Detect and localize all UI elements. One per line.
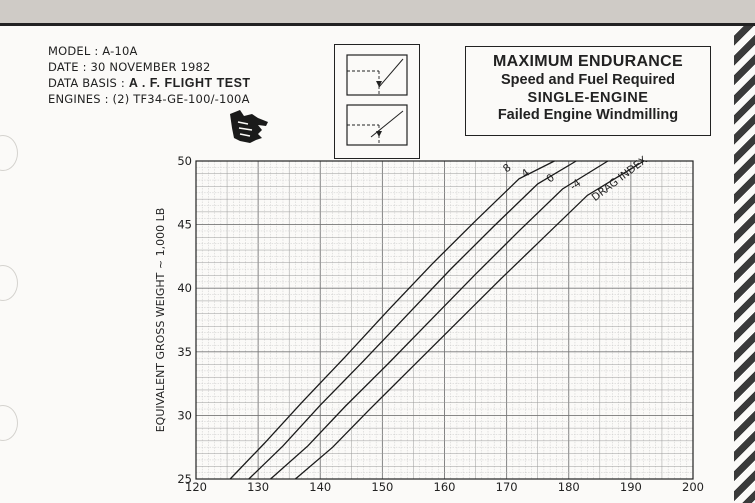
- y-tick-label: 50: [177, 154, 192, 168]
- x-tick-label: 160: [434, 480, 456, 494]
- x-tick-label: 130: [247, 480, 269, 494]
- x-tick-label: 180: [558, 480, 580, 494]
- y-tick-label: 35: [177, 345, 192, 359]
- pointing-hand-icon: [230, 110, 268, 143]
- chart-metadata: MODEL : A-10A DATE : 30 NOVEMBER 1982 DA…: [48, 43, 251, 107]
- y-tick-label: 40: [177, 281, 192, 295]
- chart-subtitle: Speed and Fuel Required: [500, 72, 676, 88]
- top-rule: [0, 23, 755, 26]
- y-tick-label: 45: [177, 218, 192, 232]
- chart-grid: [195, 160, 694, 480]
- axis-ticks: 120 130 140 150 160 170 180 190 200 25 30 35 40 45 50: [177, 154, 704, 494]
- date-text: DATE : 30 NOVEMBER 1982: [48, 60, 211, 74]
- chart-title-box: MAXIMUM ENDURANCE Speed and Fuel Require…: [465, 46, 711, 136]
- series-label: 8: [501, 162, 514, 176]
- chart-title: MAXIMUM ENDURANCE: [493, 53, 683, 70]
- endurance-chart: 120 130 140 150 160 170 180 190 200253035404550 …: [154, 154, 704, 494]
- x-tick-label: 170: [496, 480, 518, 494]
- y-tick-label: 25: [177, 472, 192, 486]
- x-tick-label: 120: [185, 480, 207, 494]
- binder-hole: [0, 135, 18, 171]
- data-basis-line: DATA BASIS : A . F. FLIGHT TEST: [48, 75, 251, 91]
- x-tick-label: 150: [371, 480, 393, 494]
- binder-hole: [0, 405, 18, 441]
- top-band: [0, 0, 755, 23]
- hazard-stripe: [734, 26, 755, 503]
- x-tick-label: 140: [309, 480, 331, 494]
- chart-guide-inset: [334, 44, 420, 159]
- plot-frame: [195, 160, 694, 480]
- chart-condition-detail: Failed Engine Windmilling: [497, 107, 679, 123]
- series-line: [229, 160, 555, 480]
- guide-diagram: [346, 54, 408, 146]
- series-label: -4: [568, 177, 584, 193]
- series-line: [248, 160, 577, 480]
- engines-text: ENGINES : (2) TF34-GE-100/-100A: [48, 92, 250, 106]
- y-axis-label: EQUIVALENT GROSS WEIGHT ~ 1,000 LB: [154, 208, 167, 433]
- drag-index-curves: 8 4 0 -4: [229, 160, 645, 480]
- binder-hole: [0, 265, 18, 301]
- x-tick-label: 190: [620, 480, 642, 494]
- data-basis-value: A . F. FLIGHT TEST: [128, 76, 251, 90]
- model-text: MODEL : A-10A: [48, 44, 138, 58]
- series-line: [270, 160, 609, 480]
- series-line: [294, 160, 645, 480]
- data-basis-label: DATA BASIS :: [48, 76, 129, 90]
- y-tick-label: 30: [177, 408, 192, 422]
- chart-condition: SINGLE-ENGINE: [527, 90, 649, 106]
- x-tick-label: 200: [682, 480, 704, 494]
